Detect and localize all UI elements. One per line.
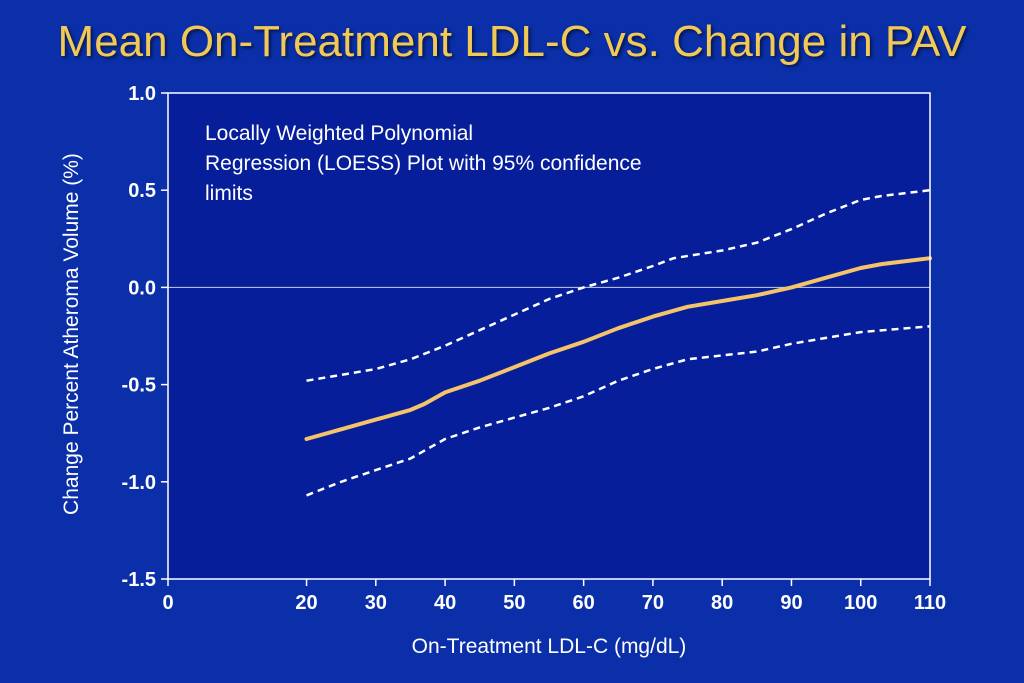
x-tick-label: 30 [365, 592, 387, 614]
y-tick-label: -0.5 [122, 375, 156, 397]
x-tick-label: 50 [503, 592, 525, 614]
chart-annotation: Locally Weighted Polynomial Regression (L… [205, 122, 642, 205]
annotation-line: limits [205, 182, 253, 205]
x-axis-label: On-Treatment LDL-C (mg/dL) [412, 635, 687, 658]
y-axis-label: Change Percent Atheroma Volume (%) [60, 153, 83, 515]
x-tick-label: 20 [295, 592, 317, 614]
slide-title: Mean On-Treatment LDL-C vs. Change in PA… [57, 17, 967, 66]
y-tick-label: -1.5 [122, 569, 156, 591]
series-lower-ci-line [306, 325, 931, 497]
y-tick-label: 0.0 [128, 277, 156, 299]
y-tick-label: -1.0 [122, 472, 156, 494]
y-tick-label: 0.5 [128, 180, 156, 202]
x-tick-label: 0 [162, 592, 173, 614]
x-tick-label: 70 [642, 592, 664, 614]
series-loess-line [304, 256, 932, 441]
x-tick-label: 80 [711, 592, 733, 614]
annotation-line: Locally Weighted Polynomial [205, 122, 473, 145]
y-tick-label: 1.0 [128, 83, 156, 105]
plot-area [168, 93, 930, 579]
x-tick-label: 60 [573, 592, 595, 614]
series-upper-ci-line [306, 188, 931, 382]
x-tick-label: 100 [844, 592, 877, 614]
annotation-line: Regression (LOESS) Plot with 95% confide… [205, 152, 642, 175]
x-tick-label: 90 [780, 592, 802, 614]
x-tick-label: 110 [914, 592, 946, 614]
x-tick-label: 40 [434, 592, 456, 614]
plot-frame [167, 92, 931, 580]
